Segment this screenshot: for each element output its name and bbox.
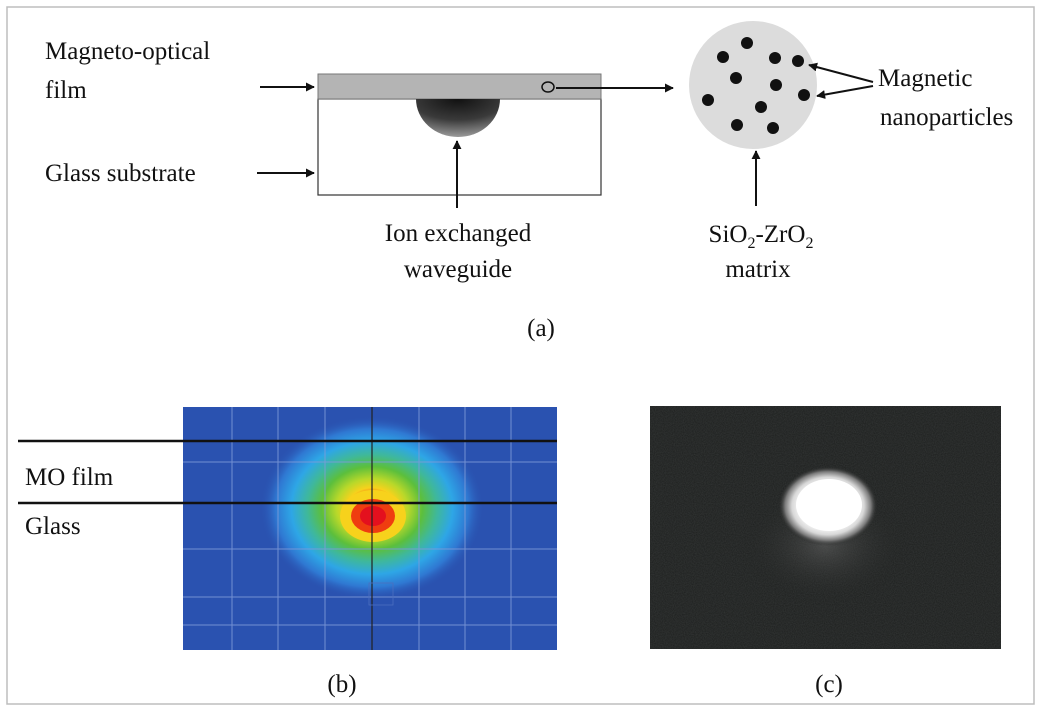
panel-a: Magneto-optical film Glass substrate Ion… (45, 21, 1013, 342)
mo-film-label-line1: Magneto-optical (45, 38, 210, 65)
nanoparticle-arrow-lower (816, 85, 874, 100)
matrix-label-line2: matrix (725, 256, 791, 283)
sio2-zro2-matrix-circle (689, 21, 817, 149)
mo-film-label: MO film (25, 464, 114, 491)
nanoparticles-label-line1: Magnetic (878, 65, 972, 92)
ion-exchanged-waveguide (416, 99, 500, 137)
panel-b: MO film Glass (b) (18, 407, 557, 698)
caption-a: (a) (527, 315, 555, 342)
magnetic-nanoparticles (702, 37, 810, 134)
magneto-optical-film (317, 73, 602, 100)
nanoparticle-zoom-marker (541, 81, 555, 93)
matrix-label-line1: SiO2-ZrO2 (709, 221, 814, 252)
plot-small-annotation (368, 582, 394, 606)
nanoparticle-arrow-upper (808, 62, 874, 83)
caption-b: (b) (327, 671, 356, 698)
mo-film-label-line2: film (45, 77, 87, 104)
waveguide-label-line1: Ion exchanged (385, 220, 532, 247)
panel-c: (c) (650, 406, 1001, 698)
nanoparticles-label-line2: nanoparticles (880, 104, 1013, 131)
plot-grid (183, 407, 557, 650)
glass-label: Glass (25, 513, 81, 540)
caption-c: (c) (815, 671, 843, 698)
waveguide-label-line2: waveguide (404, 256, 512, 283)
glass-substrate-label: Glass substrate (45, 160, 196, 187)
output-light-core (796, 479, 862, 531)
figure-frame (6, 6, 1035, 705)
